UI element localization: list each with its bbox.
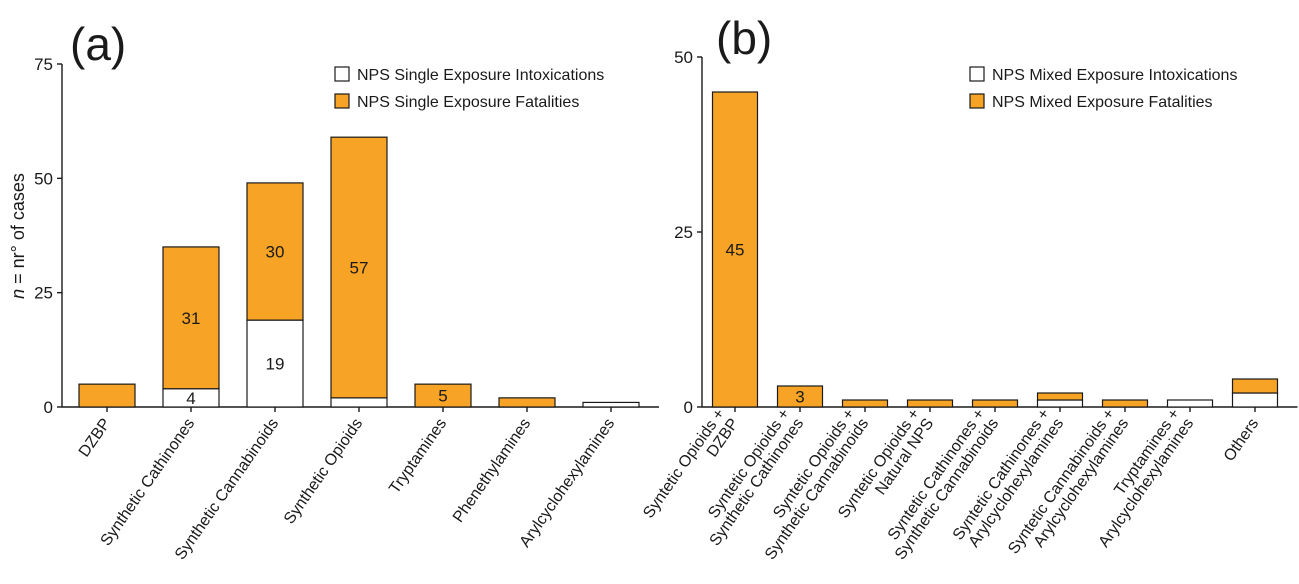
y-axis-label-n: n (8, 289, 28, 299)
panel-label: (a) (70, 18, 126, 70)
data-label: 3 (795, 388, 804, 407)
bar-fatal-2 (246, 182, 304, 321)
x-category-label: DZBP (76, 416, 114, 461)
legend-swatch-intox (969, 66, 985, 82)
bar-fatal-4 (414, 383, 472, 408)
bar-fatal-1 (162, 246, 220, 390)
panel-label: (b) (716, 12, 772, 64)
data-label: 5 (438, 387, 447, 406)
data-label: 57 (350, 259, 369, 278)
y-tick-label: 0 (44, 398, 53, 417)
y-tick-label: 25 (34, 284, 53, 303)
bar-fatal-1 (776, 385, 824, 408)
x-category-label: Others (1221, 416, 1262, 465)
bar-fatal-0 (78, 383, 136, 408)
bar-fatal-6 (1101, 399, 1149, 408)
y-tick-label: 75 (34, 55, 53, 74)
y-tick-label: 50 (34, 169, 53, 188)
legend-swatch-intox (334, 66, 350, 82)
y-axis-label-rest: = nr° of cases (8, 173, 28, 289)
y-tick-label: 25 (674, 223, 693, 242)
bar-intox-8 (1231, 392, 1279, 408)
bar-fatal-5 (498, 397, 556, 408)
x-category-label: Phenethylamines (450, 416, 534, 526)
bar-intox-5 (1036, 399, 1084, 408)
bar-intox-6 (582, 401, 640, 408)
bar-intox-3 (330, 397, 388, 408)
bar-intox-7 (1166, 399, 1214, 408)
data-label: 31 (182, 309, 201, 328)
data-label: 45 (726, 241, 745, 260)
legend-label: NPS Single Exposure Fatalities (357, 94, 579, 111)
bar-intox-2 (246, 319, 304, 408)
legend-swatch-fatal (969, 93, 985, 109)
bar-fatal-8 (1231, 378, 1279, 394)
bar-fatal-3 (906, 399, 954, 408)
y-tick-label: 50 (674, 48, 693, 67)
bar-fatal-3 (330, 136, 388, 399)
x-category-label: Arylcyclohexylamines (517, 416, 619, 551)
bar-fatal-2 (841, 399, 889, 408)
x-category-label: Synthetic Cathinones (98, 416, 199, 550)
data-label: 30 (266, 243, 285, 262)
x-category-label: Tryptamines (386, 416, 450, 497)
bar-fatal-4 (971, 399, 1019, 408)
bar-fatal-5 (1036, 392, 1084, 401)
y-tick-label: 0 (684, 398, 693, 417)
legend-label: NPS Single Exposure Intoxications (357, 67, 604, 84)
legend-label: NPS Mixed Exposure Intoxications (992, 67, 1237, 84)
data-label: 4 (186, 389, 195, 408)
bar-fatal-0 (711, 91, 759, 408)
legend-swatch-fatal (334, 93, 350, 109)
legend-label: NPS Mixed Exposure Fatalities (992, 94, 1213, 111)
x-category-label: Synthetic Opioids (281, 416, 366, 528)
y-axis-label: n = nr° of cases (8, 173, 28, 299)
data-label: 19 (266, 355, 285, 374)
